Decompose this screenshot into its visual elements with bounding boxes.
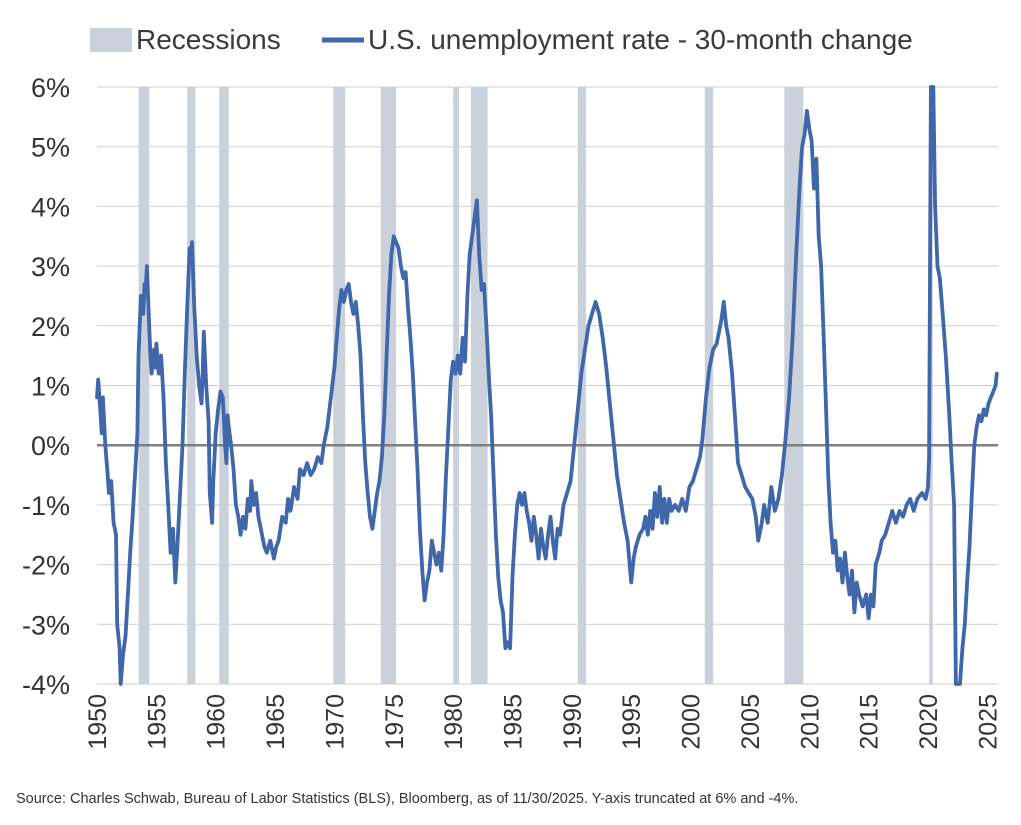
- x-tick-label: 1980: [440, 694, 468, 750]
- y-tick-label: 5%: [31, 133, 70, 163]
- y-tick-label: -4%: [22, 670, 70, 700]
- legend-recession-swatch: [90, 28, 132, 52]
- y-tick-label: 3%: [31, 252, 70, 282]
- x-tick-label: 2020: [915, 694, 943, 750]
- x-tick-label: 1960: [203, 694, 231, 750]
- y-tick-label: 4%: [31, 192, 70, 222]
- source-note: Source: Charles Schwab, Bureau of Labor …: [16, 791, 799, 807]
- y-tick-label: -3%: [22, 610, 70, 640]
- x-tick-label: 1965: [262, 694, 290, 750]
- x-tick-label: 1995: [618, 694, 646, 750]
- legend-series-label: U.S. unemployment rate - 30-month change: [368, 24, 913, 55]
- x-tick-label: 1975: [381, 694, 409, 750]
- legend: Recessions U.S. unemployment rate - 30-m…: [90, 24, 913, 55]
- x-tick-label: 1990: [559, 694, 587, 750]
- gridlines: [97, 86, 998, 685]
- x-tick-label: 1950: [84, 694, 112, 750]
- y-tick-label: 6%: [31, 73, 70, 103]
- x-tick-label: 2010: [796, 694, 824, 750]
- y-tick-label: 1%: [31, 372, 70, 402]
- unemployment-series-line: [95, 85, 999, 686]
- y-axis-ticks: 6% 5% 4% 3% 2% 1% 0% -1% -2% -3% -4%: [22, 73, 70, 700]
- x-tick-label: 2005: [737, 694, 765, 750]
- x-tick-label: 1955: [143, 694, 171, 750]
- x-axis-ticks: 1950 1955 1960 1965 1970 1975 1980 1985 1990 1995…: [84, 694, 1002, 750]
- x-tick-label: 1970: [321, 694, 349, 750]
- y-tick-label: -2%: [22, 551, 70, 581]
- y-tick-label: 2%: [31, 312, 70, 342]
- x-tick-label: 2025: [974, 694, 1002, 750]
- x-tick-label: 2000: [678, 694, 706, 750]
- x-tick-label: 1985: [499, 694, 527, 750]
- legend-recession-label: Recessions: [136, 24, 281, 55]
- y-tick-label: -1%: [22, 491, 70, 521]
- y-tick-label: 0%: [31, 431, 70, 461]
- x-tick-label: 2015: [856, 694, 884, 750]
